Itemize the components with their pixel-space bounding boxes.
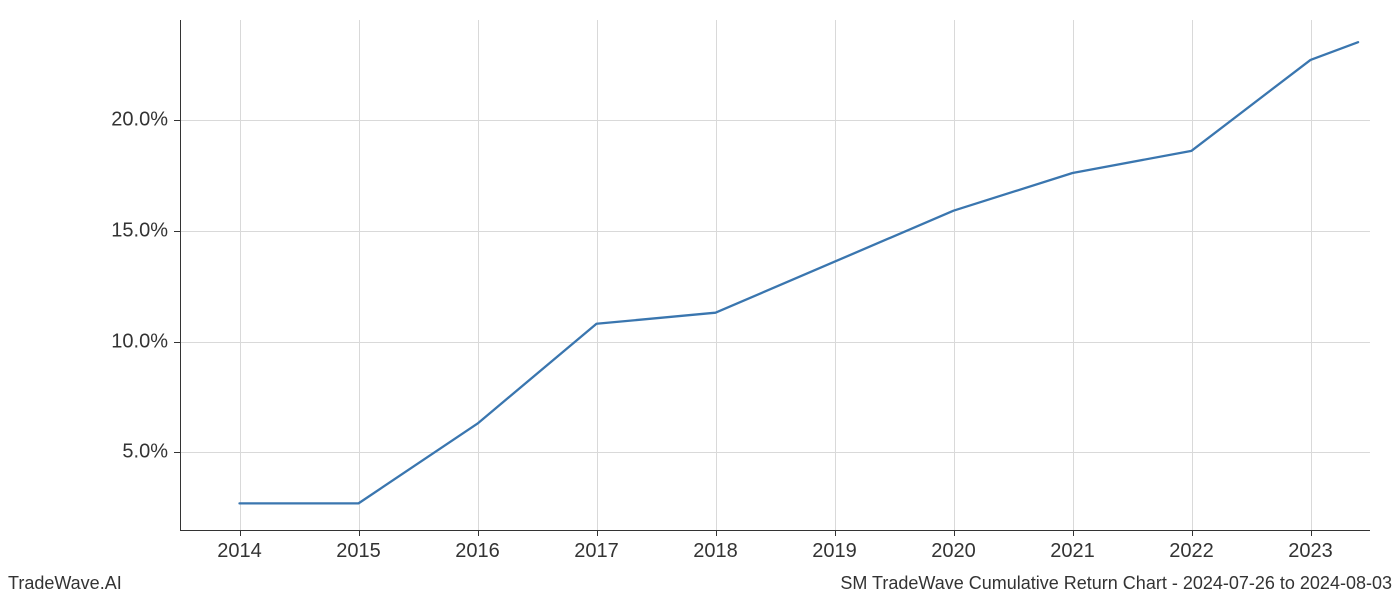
- footer-right-label: SM TradeWave Cumulative Return Chart - 2…: [840, 573, 1392, 594]
- x-tick-label: 2020: [931, 540, 976, 563]
- x-tick-label: 2019: [812, 540, 857, 563]
- footer-left-label: TradeWave.AI: [8, 573, 122, 594]
- x-tick-label: 2014: [217, 540, 262, 563]
- y-tick-label: 10.0%: [88, 330, 168, 353]
- x-axis-spine: [180, 530, 1370, 531]
- plot-area: 2014201520162017201820192020202120222023…: [180, 20, 1370, 530]
- x-tick-label: 2023: [1288, 540, 1333, 563]
- y-tick-label: 20.0%: [88, 108, 168, 131]
- x-tick-label: 2021: [1050, 540, 1095, 563]
- y-tick-label: 5.0%: [88, 441, 168, 464]
- y-tick-label: 15.0%: [88, 219, 168, 242]
- line-series: [180, 20, 1370, 530]
- x-tick-label: 2017: [574, 540, 619, 563]
- x-tick-label: 2015: [336, 540, 381, 563]
- return-chart: 2014 2015 2016 2017 2018 2019 2020 2021 2022 2023…: [0, 0, 1400, 600]
- x-tick-label: 2016: [455, 540, 500, 563]
- x-tick-label: 2018: [693, 540, 738, 563]
- x-tick-label: 2022: [1169, 540, 1214, 563]
